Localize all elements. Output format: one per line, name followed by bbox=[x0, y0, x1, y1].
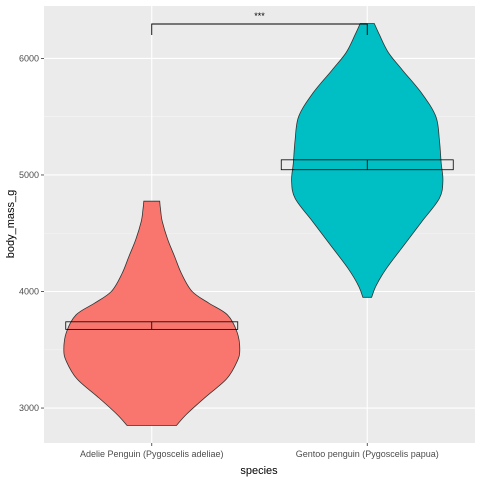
violin-adelie bbox=[63, 200, 241, 426]
y-tick-label: 4000 bbox=[19, 287, 39, 297]
x-axis-title: species bbox=[240, 465, 278, 477]
y-tick-label: 6000 bbox=[19, 53, 39, 63]
mean-markers bbox=[65, 159, 454, 330]
y-axis-title: body_mass_g bbox=[5, 190, 17, 259]
y-axis: 3000 4000 5000 6000 bbox=[19, 53, 44, 413]
y-tick-label: 3000 bbox=[19, 403, 39, 413]
significance-bracket bbox=[151, 23, 368, 35]
x-tick-label: Gentoo penguin (Pygoscelis papua) bbox=[296, 449, 439, 459]
significance-annotation: *** bbox=[151, 11, 368, 35]
significance-label: *** bbox=[254, 11, 265, 21]
x-axis: Adelie Penguin (Pygoscelis adeliae) Gento… bbox=[80, 443, 439, 459]
y-tick-label: 5000 bbox=[19, 170, 39, 180]
x-tick-label: Adelie Penguin (Pygoscelis adeliae) bbox=[80, 449, 224, 459]
